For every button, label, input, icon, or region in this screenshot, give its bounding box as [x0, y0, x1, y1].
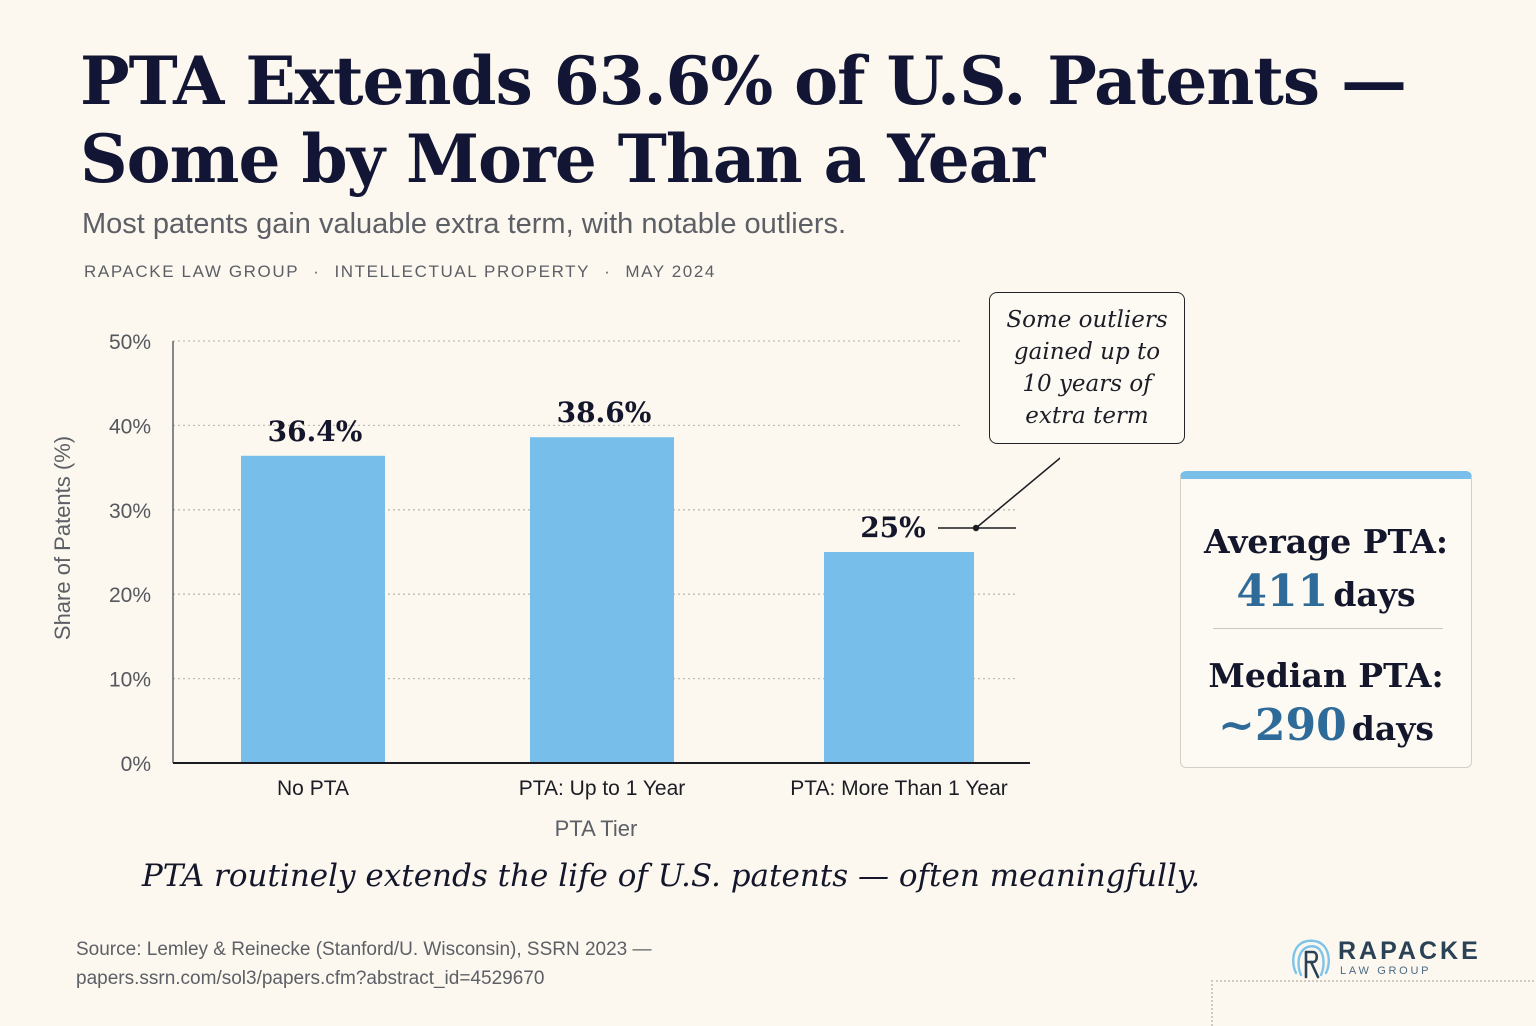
- bar-chart: 0% 10% 20% 30% 40% 50% 36.4% No PTA 38.6% PTA: Up…: [50, 331, 1060, 841]
- logo-subtitle: LAW GROUP: [1340, 965, 1432, 977]
- source-link[interactable]: papers.ssrn.com/sol3/papers.cfm?abstract…: [76, 968, 545, 989]
- title-line-2: Some by More Than a Year: [80, 120, 1045, 198]
- stats-divider: [1213, 628, 1443, 629]
- y-tick-label: 40%: [109, 415, 151, 438]
- meta-separator: ·: [313, 262, 321, 281]
- y-tick-label: 50%: [109, 331, 151, 354]
- y-tick-label: 20%: [109, 584, 151, 607]
- average-pta-unit: days: [1333, 575, 1416, 614]
- meta-practice: INTELLECTUAL PROPERTY: [334, 262, 591, 281]
- x-tick-label: PTA: More Than 1 Year: [790, 777, 1008, 800]
- bar: [530, 437, 674, 763]
- annotation-leader: [975, 457, 1060, 529]
- stats-card: Average PTA: 411 days Median PTA: ~290 d…: [1180, 471, 1472, 768]
- fingerprint-r-icon: [1292, 939, 1330, 979]
- page-title: PTA Extends 63.6% of U.S. Patents — Some…: [80, 42, 1407, 198]
- takeaway: PTA routinely extends the life of U.S. p…: [141, 858, 1201, 894]
- corner-decoration: [1211, 980, 1536, 1026]
- data-label: 25%: [860, 511, 926, 544]
- meta-firm: RAPACKE LAW GROUP: [84, 262, 300, 281]
- bar: [824, 552, 974, 763]
- source-line-1: Source: Lemley & Reinecke (Stanford/U. W…: [76, 939, 652, 960]
- meta-date: MAY 2024: [625, 262, 716, 281]
- y-tick-label: 0%: [121, 753, 151, 776]
- title-line-1: PTA Extends 63.6% of U.S. Patents —: [80, 42, 1407, 120]
- x-tick-label: No PTA: [277, 777, 349, 800]
- data-label: 38.6%: [557, 396, 652, 429]
- y-tick-label: 10%: [109, 669, 151, 692]
- logo-name: RAPACKE: [1338, 937, 1481, 965]
- average-pta-value: 411: [1236, 566, 1329, 617]
- callout-text: Some outliers gained up to 10 years of e…: [1006, 307, 1168, 429]
- meta-separator: ·: [604, 262, 612, 281]
- x-axis-title: PTA Tier: [555, 816, 638, 841]
- annotation-dot: [972, 524, 980, 532]
- bar: [241, 455, 385, 763]
- y-tick-label: 30%: [109, 500, 151, 523]
- y-axis-title: Share of Patents (%): [50, 436, 75, 640]
- average-pta-stat: Average PTA: 411 days: [1181, 517, 1471, 626]
- subtitle: Most patents gain valuable extra term, w…: [82, 208, 847, 240]
- median-pta-stat: Median PTA: ~290 days: [1181, 651, 1471, 760]
- median-pta-unit: days: [1351, 709, 1435, 748]
- outlier-callout: Some outliers gained up to 10 years of e…: [989, 292, 1185, 444]
- median-pta-label: Median PTA:: [1208, 656, 1444, 695]
- meta-line: RAPACKE LAW GROUP · INTELLECTUAL PROPERTY ·…: [84, 262, 716, 282]
- data-label: 36.4%: [268, 415, 363, 448]
- median-pta-value: ~290: [1217, 700, 1347, 751]
- x-tick-label: PTA: Up to 1 Year: [519, 777, 686, 800]
- firm-logo: RAPACKE LAW GROUP: [1289, 933, 1489, 989]
- source-note: Source: Lemley & Reinecke (Stanford/U. W…: [76, 935, 652, 993]
- average-pta-label: Average PTA:: [1203, 522, 1449, 561]
